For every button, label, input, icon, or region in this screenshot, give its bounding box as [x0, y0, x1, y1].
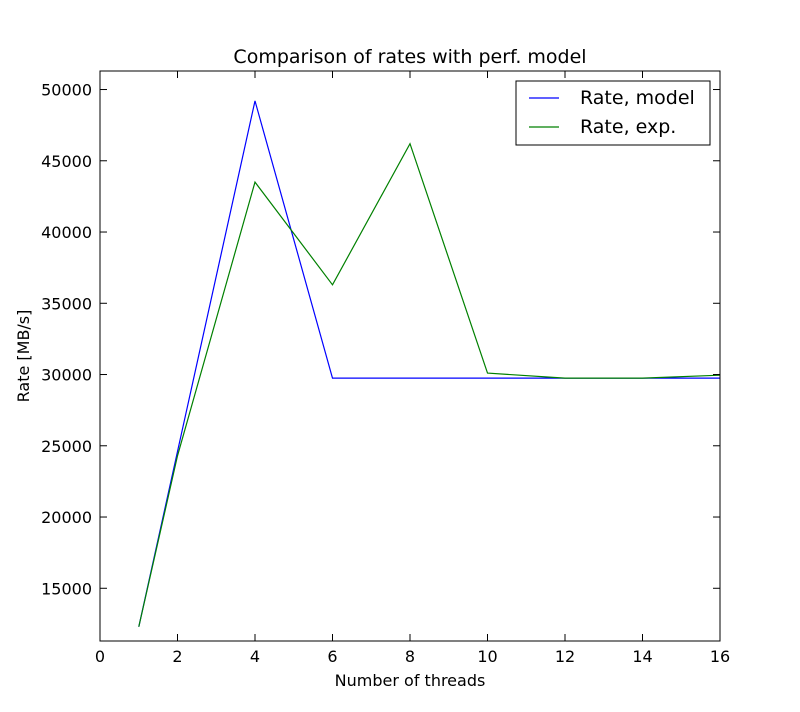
legend-label-rate-model: Rate, model [580, 87, 695, 109]
y-tick-label: 35000 [41, 294, 92, 313]
y-tick-label: 50000 [41, 81, 92, 100]
x-tick-label: 16 [710, 647, 730, 666]
series-lines [138, 100, 721, 627]
x-tick-label: 4 [250, 647, 260, 666]
legend: Rate, model Rate, exp. [515, 80, 711, 146]
x-tick-label: 0 [95, 647, 105, 666]
y-tick-label: 15000 [41, 579, 92, 598]
y-tick-label: 40000 [41, 223, 92, 242]
y-tick-label: 25000 [41, 437, 92, 456]
x-tick-label: 2 [172, 647, 182, 666]
chart-title: Comparison of rates with perf. model [233, 46, 586, 68]
x-tick-label: 8 [405, 647, 415, 666]
plot-area [100, 71, 720, 641]
x-tick-label: 6 [327, 647, 337, 666]
x-axis-label: Number of threads [335, 671, 486, 690]
y-axis-label: Rate [MB/s] [14, 310, 33, 403]
y-tick-label: 30000 [41, 366, 92, 385]
x-tick-label: 14 [632, 647, 652, 666]
y-tick-label: 45000 [41, 152, 92, 171]
series-line-1 [138, 142, 721, 627]
legend-label-rate-exp: Rate, exp. [580, 116, 676, 138]
legend-box [515, 80, 711, 146]
y-tick-label: 20000 [41, 508, 92, 527]
x-tick-label: 10 [477, 647, 497, 666]
axis-ticks: 0 2 4 6 8 10 12 14 16 15000 20000 25000 30000 35000 40… [41, 71, 730, 666]
x-tick-label: 12 [555, 647, 575, 666]
